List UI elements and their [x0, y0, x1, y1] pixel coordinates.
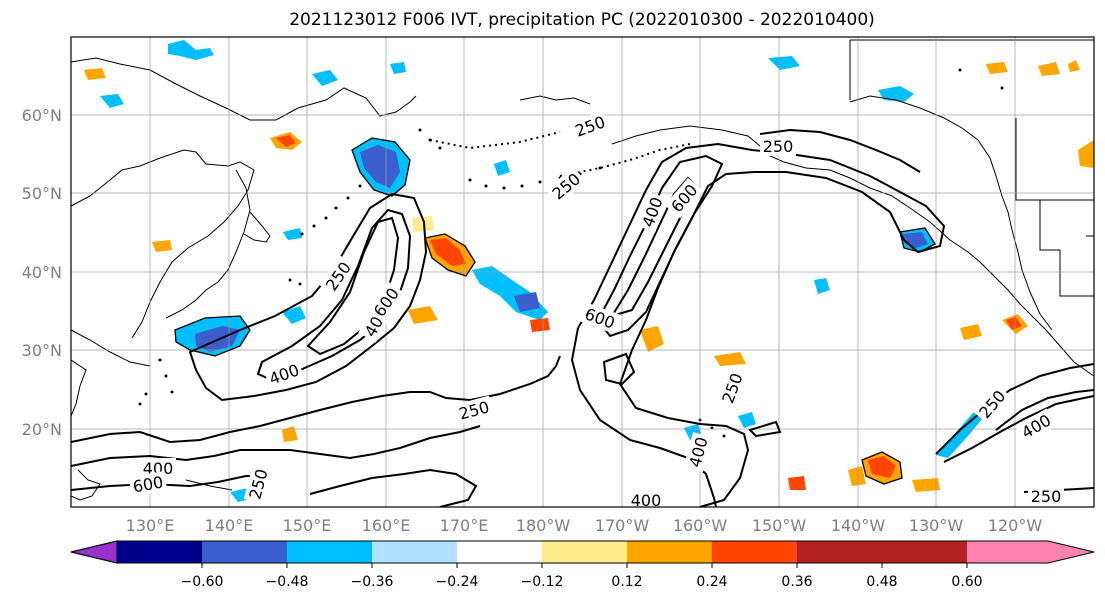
colorbar-segment	[372, 541, 457, 563]
contour-label: 400	[631, 491, 662, 510]
colorbar-segment	[117, 541, 202, 563]
map-panel: 250 250 250 250 250 250 250 250 250 400 …	[70, 36, 1095, 510]
contour-label: 250	[1031, 487, 1062, 506]
colorbar-tick: −0.36	[351, 574, 394, 590]
colorbar-segment	[627, 541, 712, 563]
colorbar-tick: −0.24	[436, 574, 479, 590]
colorbar-tick: 0.60	[951, 574, 982, 590]
lon-label: 170°W	[595, 516, 650, 535]
lon-label: 160°W	[673, 516, 728, 535]
longitude-labels: 130°E 140°E 150°E 160°E 170°E 180°W 170°…	[126, 516, 1043, 535]
contour-label: 400	[143, 459, 174, 478]
lon-label: 150°E	[283, 516, 332, 535]
lat-label: 30°N	[22, 341, 62, 360]
colorbar-tick: 0.36	[781, 574, 812, 590]
lon-label: 140°E	[205, 516, 254, 535]
colorbar-tick: 0.24	[696, 574, 727, 590]
lon-label: 170°E	[440, 516, 489, 535]
colorbar-outline	[70, 540, 1095, 564]
lon-label: 140°W	[831, 516, 886, 535]
lon-label: 160°E	[362, 516, 411, 535]
contour-label: 250	[763, 137, 794, 156]
lon-label: 130°E	[126, 516, 175, 535]
colorbar-segment	[287, 541, 372, 563]
colorbar-tick: 0.48	[866, 574, 897, 590]
lon-label: 120°W	[988, 516, 1043, 535]
colorbar: −0.60 −0.48 −0.36 −0.24 −0.12 0.12 0.24 …	[70, 540, 1095, 590]
colorbar-segment	[712, 541, 797, 563]
colorbar-tick: −0.12	[521, 574, 564, 590]
lat-label: 60°N	[22, 106, 62, 125]
precipitation-contour-outlines	[174, 137, 936, 485]
colorbar-segment	[882, 541, 967, 563]
lon-label: 150°W	[752, 516, 807, 535]
map-frame	[70, 36, 1095, 508]
colorbar-segment	[457, 541, 542, 563]
colorbar-tick: −0.48	[266, 574, 309, 590]
colorbar-segment	[797, 541, 882, 563]
colorbar-segment	[542, 541, 627, 563]
lon-label: 180°W	[516, 516, 571, 535]
lat-label: 40°N	[22, 263, 62, 282]
figure-title: 2021123012 F006 IVT, precipitation PC (2…	[289, 10, 875, 30]
lat-label: 50°N	[22, 184, 62, 203]
colorbar-segment	[202, 541, 287, 563]
ivt-contours	[71, 128, 1094, 507]
colorbar-tick: −0.60	[181, 574, 224, 590]
lon-label: 130°W	[909, 516, 964, 535]
latitude-labels: 60°N 50°N 40°N 30°N 20°N	[22, 106, 62, 439]
lat-label: 20°N	[22, 420, 62, 439]
colorbar-tick: 0.12	[611, 574, 642, 590]
colorbar-extend-min	[70, 540, 118, 564]
